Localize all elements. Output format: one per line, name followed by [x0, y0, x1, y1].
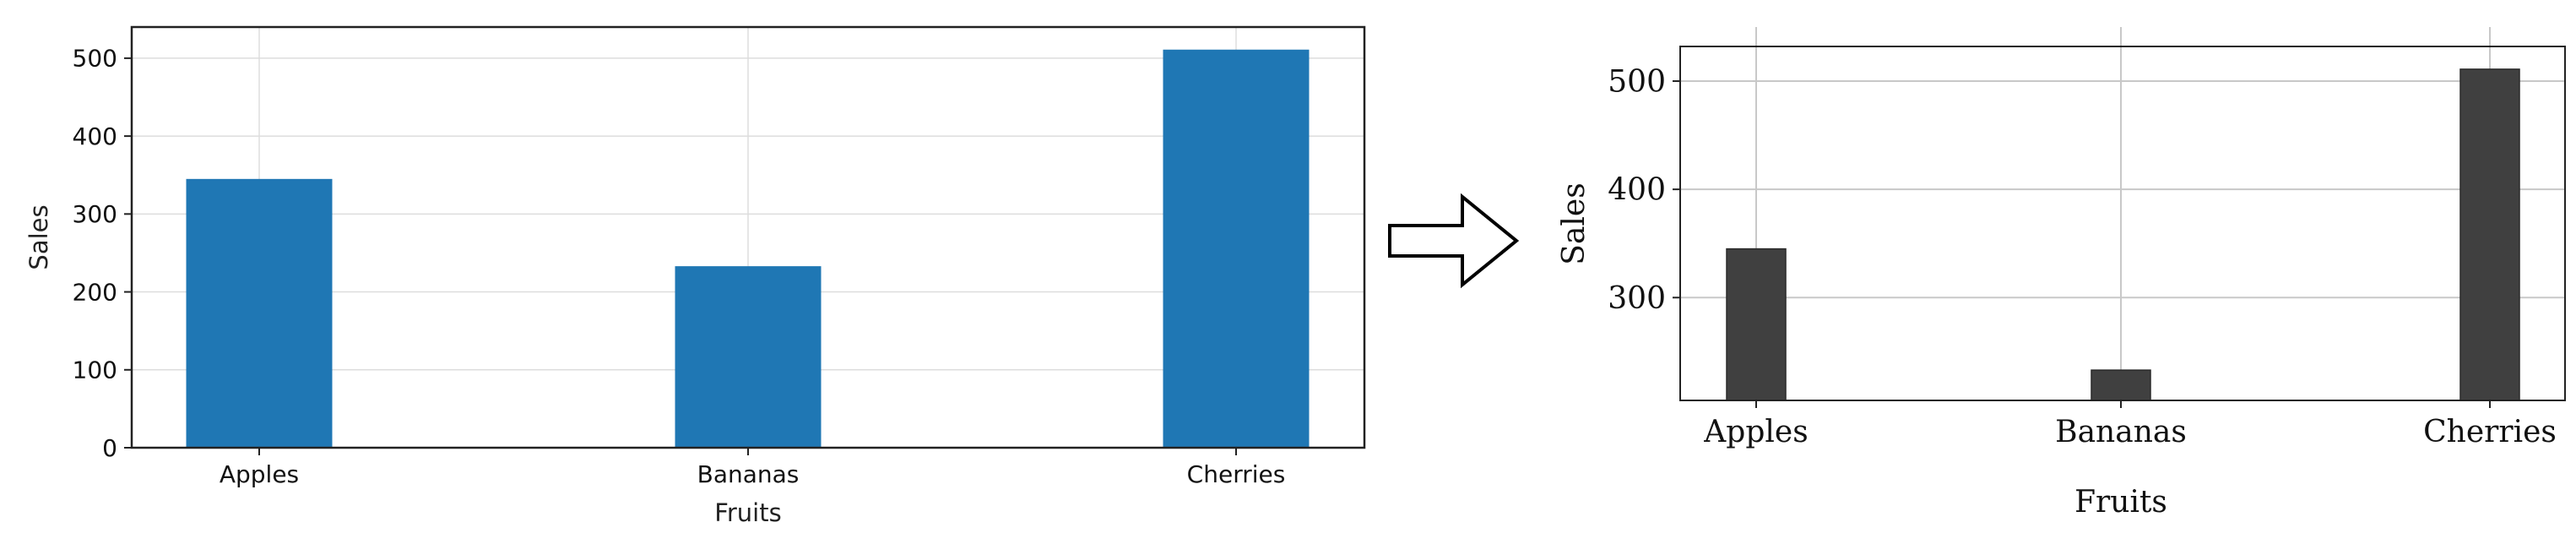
- bar-bananas: [675, 266, 822, 448]
- y-tick-label: 300: [73, 200, 117, 228]
- x-tick-label: Apples: [1703, 415, 1808, 449]
- x-tick-label: Apples: [220, 460, 299, 488]
- right-bars: [1726, 68, 2520, 401]
- left-y-axis-label: Sales: [24, 204, 53, 269]
- right-arrow-icon: [1388, 193, 1520, 289]
- bar-apples: [186, 178, 333, 449]
- y-tick-label: 500: [1608, 65, 1666, 100]
- chart-right: 300 400 500 Apples Bananas Cherries Fruits S…: [1557, 27, 2566, 520]
- bar-bananas: [2091, 369, 2151, 401]
- bar-apples: [1726, 248, 1787, 401]
- y-tick-label: 100: [73, 356, 117, 384]
- y-tick-label: 400: [1608, 173, 1666, 208]
- bar-cherries: [1163, 49, 1310, 448]
- x-tick-label: Bananas: [2055, 415, 2187, 449]
- bar-cherries: [2459, 68, 2520, 401]
- left-x-axis-label: Fruits: [714, 498, 781, 527]
- right-x-axis-label: Fruits: [2074, 485, 2167, 520]
- right-x-axis-ticks: Apples Bananas Cherries: [1703, 400, 2557, 449]
- left-bars: [186, 49, 1310, 449]
- y-tick-label: 0: [102, 434, 117, 462]
- y-tick-label: 500: [73, 45, 117, 73]
- y-tick-label: 300: [1608, 281, 1666, 316]
- left-x-axis-ticks: Apples Bananas Cherries: [220, 448, 1285, 488]
- right-grid: [1680, 27, 2565, 400]
- y-tick-label: 400: [73, 122, 117, 150]
- x-tick-label: Cherries: [2423, 415, 2557, 449]
- right-y-axis-ticks: 300 400 500: [1608, 65, 1680, 316]
- left-y-axis-ticks: 0 100 200 300 400 500: [73, 45, 132, 462]
- right-plot-frame: [1679, 46, 2566, 401]
- y-tick-label: 200: [73, 278, 117, 306]
- right-y-axis-label: Sales: [1557, 182, 1592, 264]
- x-tick-label: Bananas: [697, 460, 800, 488]
- x-tick-label: Cherries: [1187, 460, 1286, 488]
- chart-left: 0 100 200 300 400 500 Apples Bananas Cherries F…: [24, 25, 1366, 527]
